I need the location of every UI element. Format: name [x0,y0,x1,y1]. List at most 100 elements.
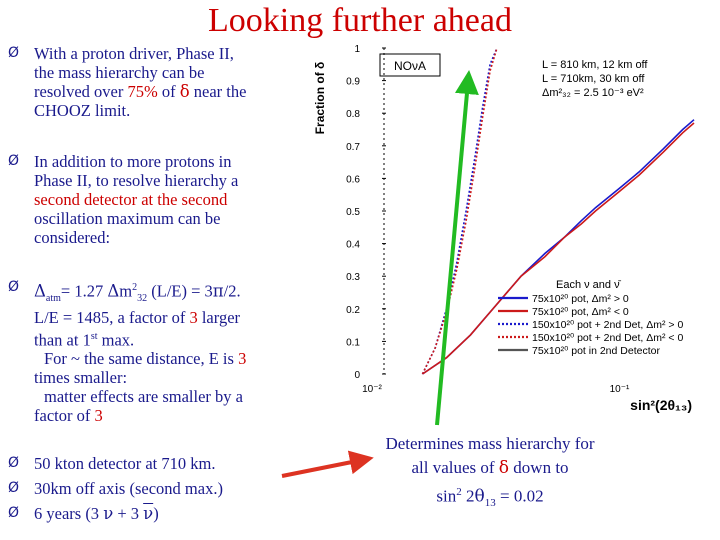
superscript: 2 [456,486,462,498]
bullet-text: Δatm= 1.27 Δm232 (L/E) = 3π/2. L/E = 148… [34,278,308,426]
text: + 3 [113,504,144,523]
legend-entry: 75x10²⁰ pot in 2nd Detector [532,345,660,357]
bullet-arrow-icon: Ø [8,279,20,295]
bullet-delta-atm: Ø Δatm= 1.27 Δm232 (L/E) = 3π/2. L/E = 1… [8,278,308,425]
delta-symbol: δ [498,458,510,478]
bullet-text: 50 kton detector at 710 km. [34,454,216,473]
legend-entry: 150x10²⁰ pot + 2nd Det, Δm² > 0 [532,319,683,331]
bullet-arrow-icon: Ø [8,45,20,61]
y-tick-label: 0.2 [346,305,360,316]
y-tick-label: 0.3 [346,272,360,283]
highlight-value: 3 [238,349,247,369]
text-line: With a proton driver, Phase II, [34,44,234,63]
superscript: 2 [132,282,138,293]
y-tick-label: 1 [354,44,360,55]
text: 6 years (3 [34,504,104,523]
text: than at 1 [34,330,91,350]
bullet-arrow-icon: Ø [8,480,20,496]
bullet-detector-mass: Ø 50 kton detector at 710 km. [8,454,308,473]
bullet-text: 30km off axis (second max.) [34,479,223,498]
text-line: of [157,82,180,101]
text: all values of [411,458,499,477]
y-tick-label: 0.1 [346,337,360,348]
text-line: considered: [34,228,111,247]
theta-symbol: θ [474,486,485,507]
series-line [421,47,498,375]
y-tick-label: 0.6 [346,174,360,185]
text: (L/E) = 3 [147,281,213,301]
text: down to [509,458,569,477]
text: L/E = 1485, a factor of [34,307,190,327]
text-line: In addition to more protons in [34,152,232,171]
nubar-symbol: ν [143,504,154,523]
bullet-arrow-icon: Ø [8,505,20,521]
text: matter effects are smaller by a [44,387,243,407]
text: max. [97,330,135,350]
text: times smaller: [34,368,128,388]
slide-title: Looking further ahead [208,2,512,39]
bullet-text: In addition to more protons in Phase II,… [34,152,308,247]
subscript: atm [45,292,61,304]
superscript: st [90,330,98,342]
subscript: 32 [137,292,148,304]
text-line: oscillation maximum can be [34,209,221,228]
highlight-text: second detector at the second [34,190,228,209]
determines-note: Determines mass hierarchy for all values… [360,432,620,515]
text: 2 [461,486,475,506]
pi-symbol: π [212,281,224,301]
green-arrow [435,70,479,426]
highlight-value: 75% [127,82,158,101]
y-tick-label: 0.5 [346,207,360,218]
bullet-off-axis: Ø 30km off axis (second max.) [8,479,308,498]
bullet-phase-two: Ø With a proton driver, Phase II, the ma… [8,44,308,120]
y-tick-label: 0.7 [346,142,360,153]
info-line: L = 710km, 30 km off [542,73,645,85]
text-line: resolved over [34,82,128,101]
series-line [422,122,695,375]
nova-label: NOνA [394,59,426,73]
subscript: 13 [484,497,496,510]
y-tick-label: 0.8 [346,109,360,120]
delta-symbol: δ [179,82,190,101]
delta-symbol: Δ [107,281,120,301]
red-arrow [281,450,374,478]
text: m [119,281,133,301]
legend-title: Each ν and ν̄ [556,279,622,291]
text: ) [153,504,159,523]
text-line: near the [189,82,247,101]
y-tick-label: 0 [354,370,360,381]
legend-entry: 75x10²⁰ pot, Δm² < 0 [532,306,629,318]
text: = 0.02 [495,486,544,506]
text: factor of [34,406,95,426]
text-line: Determines mass hierarchy for [385,434,595,453]
text: larger [197,307,241,327]
bullet-second-detector: Ø In addition to more protons in Phase I… [8,152,308,247]
legend-entry: 150x10²⁰ pot + 2nd Det, Δm² < 0 [532,332,683,344]
info-line: Δm²₃₂ = 2.5 10⁻³ eV² [542,87,644,99]
text-line: the mass hierarchy can be [34,63,205,82]
x-axis-label: sin²(2θ₁₃) [630,397,692,413]
series-line [421,47,498,375]
y-tick-label: 0.4 [346,240,360,251]
highlight-value: 3 [94,406,103,426]
text: For ~ the same distance, E is [44,349,239,369]
bullet-text: 6 years (3 ν + 3 ν) [34,504,308,523]
y-tick-label: 0.9 [346,77,360,88]
text-line: Phase II, to resolve hierarchy a [34,171,239,190]
text: /2. [223,281,241,301]
legend-entry: 75x10²⁰ pot, Δm² > 0 [532,293,629,305]
x-tick-label: 10⁻² [362,384,382,395]
text: = 1.27 [60,281,108,301]
bullet-arrow-icon: Ø [8,153,20,169]
delta-symbol: Δ [34,281,46,301]
bullet-run-years: Ø 6 years (3 ν + 3 ν) [8,504,308,523]
highlight-value: 3 [189,307,198,327]
nova-label-box [379,53,441,77]
x-tick-label: 10⁻¹ [610,384,630,395]
nu-symbol: ν [103,504,114,523]
info-line: L = 810 km, 12 km off [542,59,648,71]
bullet-text: With a proton driver, Phase II, the mass… [34,44,308,120]
bullet-arrow-icon: Ø [8,455,20,471]
y-axis-label: Fraction of δ [313,62,327,135]
